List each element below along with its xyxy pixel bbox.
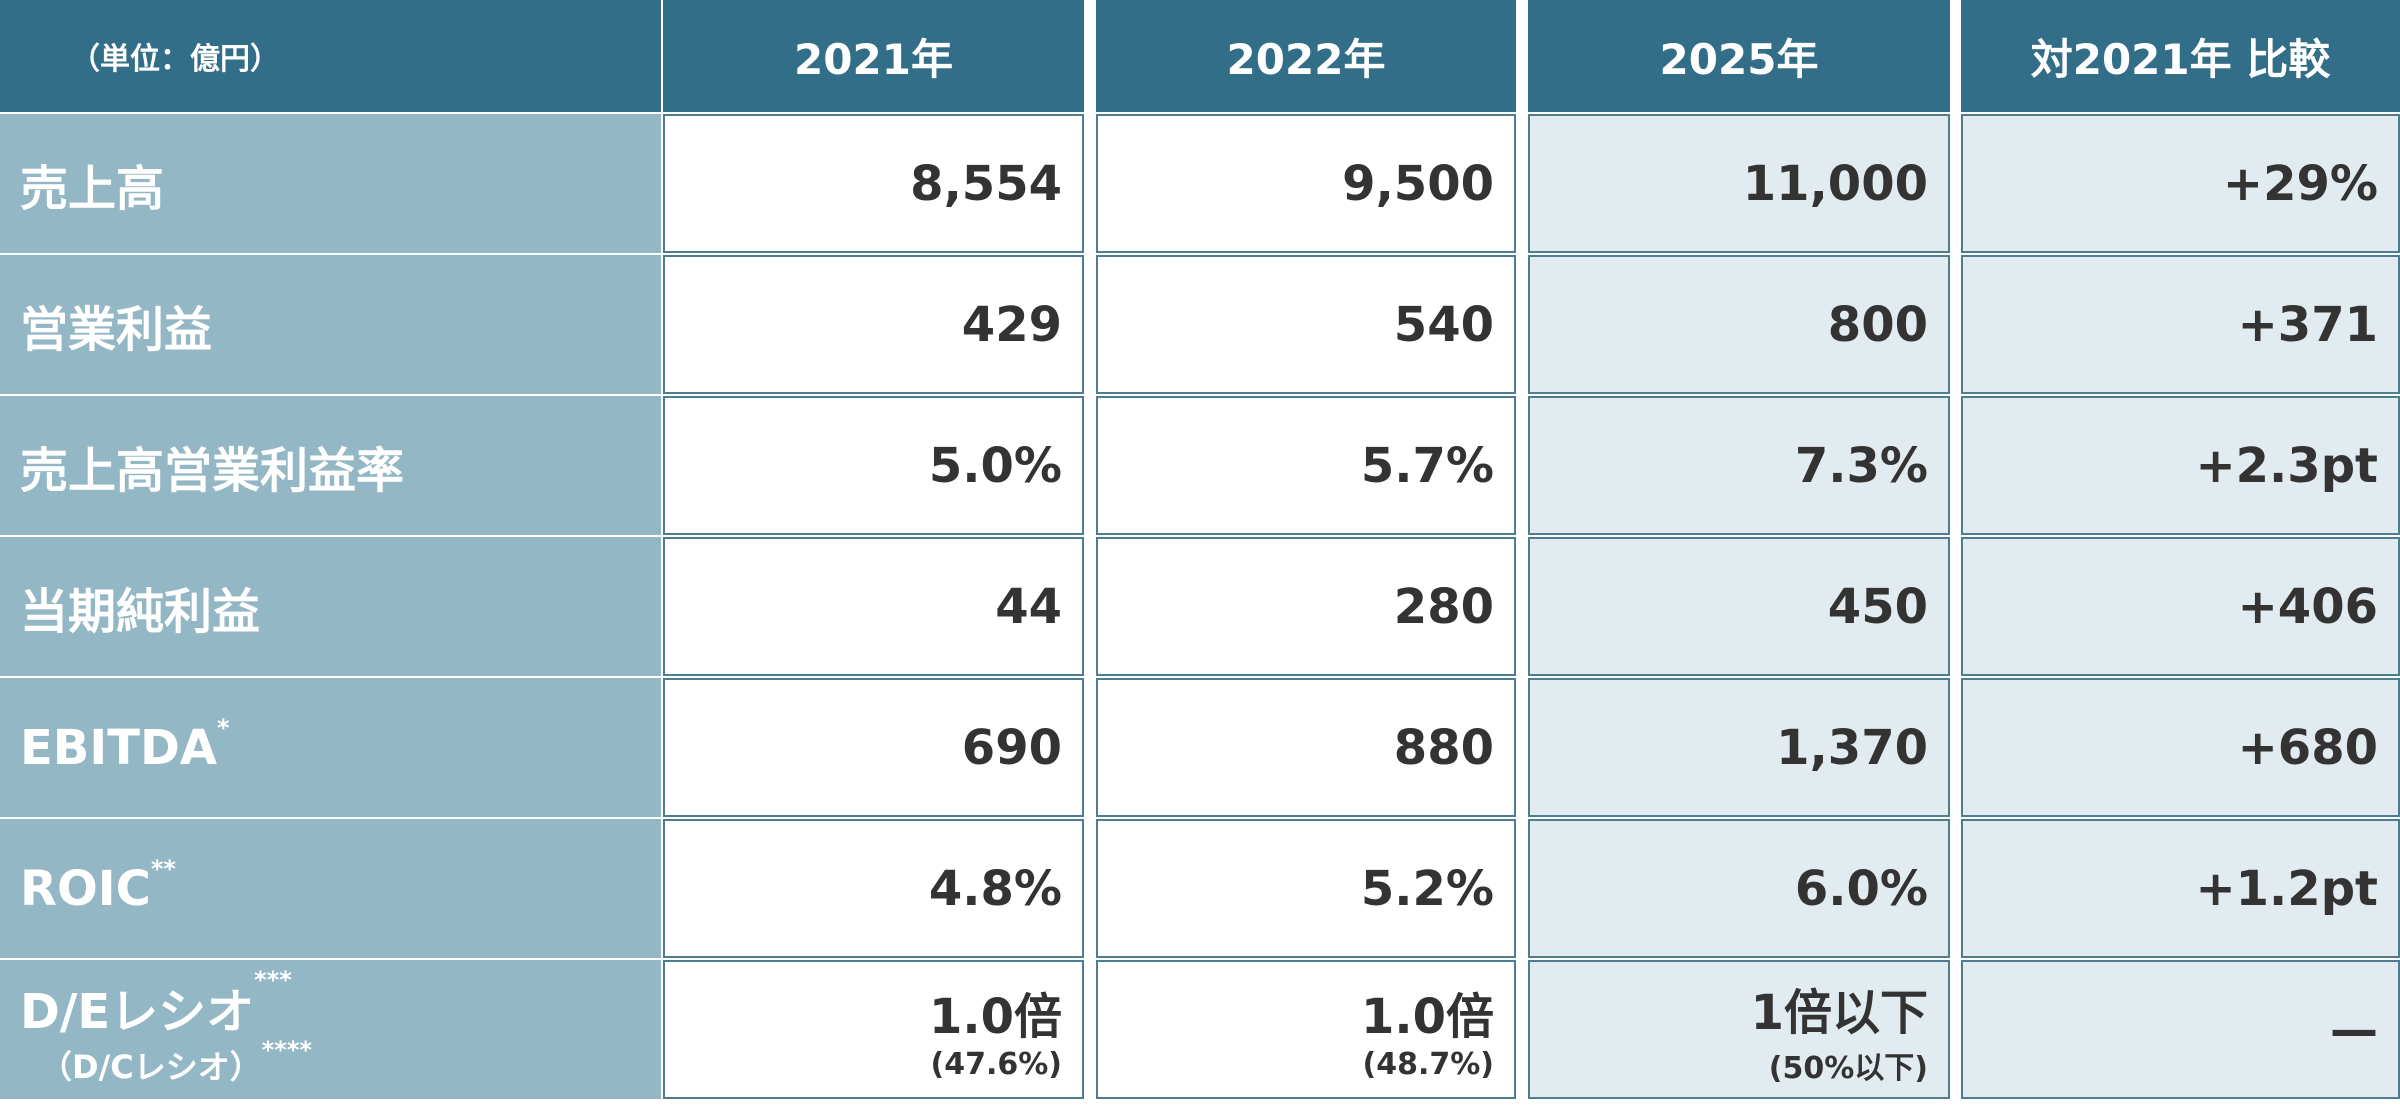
- label-line: ROIC**: [20, 855, 661, 917]
- value: 450: [1827, 578, 1928, 635]
- label-sub-line: （D/Cレシオ）****: [20, 1036, 661, 1088]
- value: 429: [961, 296, 1062, 353]
- value-cell: 8,554: [663, 114, 1084, 253]
- value-sub: (47.6%): [930, 1047, 1063, 1082]
- value-cell: 690: [663, 678, 1084, 817]
- row-label: D/Eレシオ*** （D/Cレシオ）****: [0, 960, 661, 1099]
- value-cell: 800: [1528, 255, 1950, 394]
- label-note: **: [150, 854, 176, 883]
- value: +1.2pt: [2195, 860, 2378, 917]
- value-cell: 5.0%: [663, 396, 1084, 535]
- value: 1.0倍: [928, 989, 1062, 1045]
- value-cell: +371: [1961, 255, 2400, 394]
- value: 280: [1393, 578, 1494, 635]
- value: +680: [2237, 719, 2378, 776]
- label-text: 売上高: [20, 160, 165, 217]
- label-text: 営業利益: [20, 301, 213, 358]
- row-label: EBITDA*: [0, 678, 661, 817]
- row-label: 営業利益: [0, 255, 661, 394]
- label-line: 売上高営業利益率: [20, 431, 661, 501]
- value: 7.3%: [1794, 437, 1928, 494]
- value: 800: [1827, 296, 1928, 353]
- value: 540: [1393, 296, 1494, 353]
- label-line: 当期純利益: [20, 572, 661, 642]
- header-text: （単位：億円）: [70, 42, 280, 77]
- header-text: 2022年: [1226, 34, 1386, 84]
- label-text: ROIC: [20, 860, 151, 917]
- value-cell: 5.2%: [1096, 819, 1516, 958]
- value-cell: +1.2pt: [1961, 819, 2400, 958]
- value-cell: 1.0倍 (48.7%): [1096, 960, 1516, 1099]
- header-cell: 対2021年 比較: [1961, 0, 2400, 112]
- header-cell: 2021年: [663, 0, 1084, 112]
- label-text: EBITDA: [20, 719, 217, 776]
- value-cell: 540: [1096, 255, 1516, 394]
- header-cell: 2022年: [1096, 0, 1516, 112]
- value: 880: [1393, 719, 1494, 776]
- label-note: ***: [254, 965, 292, 994]
- value-cell: —: [1961, 960, 2400, 1099]
- value-cell: 1倍以下 (50%以下): [1528, 960, 1950, 1099]
- value-cell: +29%: [1961, 114, 2400, 253]
- value: 44: [995, 578, 1062, 635]
- value-cell: 880: [1096, 678, 1516, 817]
- value-cell: +2.3pt: [1961, 396, 2400, 535]
- label-line: D/Eレシオ***: [20, 966, 661, 1042]
- value: +2.3pt: [2195, 437, 2378, 494]
- header-cell: 2025年: [1528, 0, 1950, 112]
- value: 1,370: [1776, 719, 1928, 776]
- label-text: 当期純利益: [20, 583, 261, 640]
- value-cell: 5.7%: [1096, 396, 1516, 535]
- label-line: 売上高: [20, 149, 661, 219]
- value: +371: [2237, 296, 2378, 353]
- value: 1.0倍: [1360, 989, 1494, 1045]
- header-text: 2021年: [794, 34, 953, 84]
- value: 1倍以下: [1750, 984, 1928, 1041]
- value: +406: [2237, 578, 2378, 635]
- value-cell: 280: [1096, 537, 1516, 676]
- value-cell: 1.0倍 (47.6%): [663, 960, 1084, 1099]
- value: 690: [961, 719, 1062, 776]
- header-text: 2025年: [1659, 34, 1819, 84]
- value-cell: 6.0%: [1528, 819, 1950, 958]
- value: +29%: [2222, 155, 2378, 212]
- row-label: ROIC**: [0, 819, 661, 958]
- label-line: EBITDA*: [20, 714, 661, 776]
- value-cell: 450: [1528, 537, 1950, 676]
- label-text: D/Eレシオ: [20, 983, 255, 1040]
- value-cell: +680: [1961, 678, 2400, 817]
- value: 11,000: [1742, 155, 1928, 212]
- value-sub: (48.7%): [1362, 1047, 1495, 1082]
- row-label: 売上高営業利益率: [0, 396, 661, 535]
- value-cell: 429: [663, 255, 1084, 394]
- value-cell: 1,370: [1528, 678, 1950, 817]
- value: —: [2330, 1001, 2378, 1058]
- value: 5.7%: [1360, 437, 1494, 494]
- value: 9,500: [1342, 155, 1494, 212]
- value-cell: 4.8%: [663, 819, 1084, 958]
- value-cell: 11,000: [1528, 114, 1950, 253]
- value: 8,554: [910, 155, 1062, 212]
- label-text: 売上高営業利益率: [20, 442, 405, 499]
- label-note: *: [216, 713, 230, 742]
- value-cell: 9,500: [1096, 114, 1516, 253]
- label-line: 営業利益: [20, 290, 661, 360]
- value-cell: 7.3%: [1528, 396, 1950, 535]
- value: 5.0%: [928, 437, 1062, 494]
- value: 4.8%: [928, 860, 1062, 917]
- header-text: 対2021年 比較: [2030, 34, 2331, 84]
- header-cell: （単位：億円）: [0, 0, 661, 112]
- label-sub-note: ****: [261, 1035, 312, 1064]
- label-sub: （D/Cレシオ）: [40, 1047, 262, 1086]
- value-cell: +406: [1961, 537, 2400, 676]
- row-label: 売上高: [0, 114, 661, 253]
- value-cell: 44: [663, 537, 1084, 676]
- value-sub: (50%以下): [1768, 1050, 1928, 1086]
- row-label: 当期純利益: [0, 537, 661, 676]
- value: 5.2%: [1360, 860, 1494, 917]
- value: 6.0%: [1794, 860, 1928, 917]
